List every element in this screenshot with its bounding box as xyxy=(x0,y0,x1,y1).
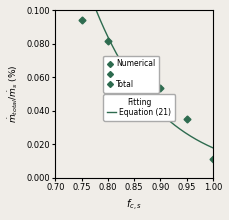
Legend: Equation (21): Equation (21) xyxy=(103,94,175,121)
Y-axis label: $\dot{m}_{total}/\dot{m}_{s}$ (%): $\dot{m}_{total}/\dot{m}_{s}$ (%) xyxy=(7,65,20,123)
X-axis label: $f_{c,s}$: $f_{c,s}$ xyxy=(126,198,142,213)
